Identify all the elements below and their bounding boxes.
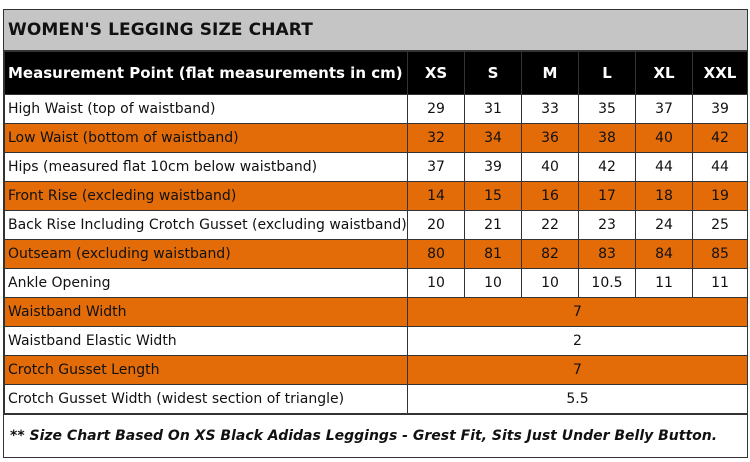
measurement-label: High Waist (top of waistband) (4, 94, 408, 124)
size-value: 40 (521, 152, 579, 182)
table-row: Crotch Gusset Length 7 (4, 355, 748, 385)
size-value: 85 (692, 239, 748, 269)
size-value: 31 (464, 94, 522, 124)
size-value: 18 (635, 181, 693, 211)
size-value: 37 (635, 94, 693, 124)
size-value: 39 (464, 152, 522, 182)
size-value: 32 (407, 123, 465, 153)
table-row: Back Rise Including Crotch Gusset (exclu… (4, 210, 748, 240)
measurement-point-header: Measurement Point (flat measurements in … (4, 51, 408, 95)
size-value: 35 (578, 94, 636, 124)
size-value: 44 (635, 152, 693, 182)
size-value: 84 (635, 239, 693, 269)
footer-note-text: ** Size Chart Based On XS Black Adidas L… (10, 428, 718, 444)
size-value: 39 (692, 94, 748, 124)
size-value: 19 (692, 181, 748, 211)
measurement-label: Waistband Width (4, 297, 408, 327)
measurement-label: Ankle Opening (4, 268, 408, 298)
size-value: 16 (521, 181, 579, 211)
measurement-label: Back Rise Including Crotch Gusset (exclu… (4, 210, 408, 240)
size-value: 21 (464, 210, 522, 240)
size-value: 24 (635, 210, 693, 240)
all-sizes-value: 5.5 (407, 384, 748, 414)
table-body: High Waist (top of waistband) 29 31 33 35 37 3… (4, 94, 748, 414)
size-value: 22 (521, 210, 579, 240)
size-value: 40 (635, 123, 693, 153)
size-header: XL (635, 51, 693, 95)
measurement-label: Front Rise (excleding waistband) (4, 181, 408, 211)
table-row: High Waist (top of waistband) 29 31 33 35 37 3… (4, 94, 748, 124)
size-header: L (578, 51, 636, 95)
size-value: 34 (464, 123, 522, 153)
size-value: 25 (692, 210, 748, 240)
header-row: Measurement Point (flat measurements in … (4, 51, 748, 95)
size-header: M (521, 51, 579, 95)
table-row: Crotch Gusset Width (widest section of t… (4, 384, 748, 414)
chart-title: WOMEN'S LEGGING SIZE CHART (8, 20, 313, 40)
footer-note: ** Size Chart Based On XS Black Adidas L… (4, 414, 747, 457)
size-table: Measurement Point (flat measurements in … (4, 51, 748, 414)
measurement-label: Crotch Gusset Length (4, 355, 408, 385)
table-row: Waistband Elastic Width 2 (4, 326, 748, 356)
measurement-label: Hips (measured flat 10cm below waistband… (4, 152, 408, 182)
table-row: Hips (measured flat 10cm below waistband… (4, 152, 748, 182)
size-value: 14 (407, 181, 465, 211)
size-value: 20 (407, 210, 465, 240)
size-value: 17 (578, 181, 636, 211)
size-header: XXL (692, 51, 748, 95)
title-bar: WOMEN'S LEGGING SIZE CHART (4, 10, 747, 51)
size-value: 15 (464, 181, 522, 211)
size-value: 10 (407, 268, 465, 298)
table-row: Front Rise (excleding waistband) 14 15 16 17… (4, 181, 748, 211)
measurement-label: Crotch Gusset Width (widest section of t… (4, 384, 408, 414)
size-value: 83 (578, 239, 636, 269)
measurement-label: Outseam (excluding waistband) (4, 239, 408, 269)
size-value: 82 (521, 239, 579, 269)
measurement-label: Low Waist (bottom of waistband) (4, 123, 408, 153)
size-value: 36 (521, 123, 579, 153)
size-header: S (464, 51, 522, 95)
size-value: 42 (578, 152, 636, 182)
measurement-label: Waistband Elastic Width (4, 326, 408, 356)
size-value: 10 (521, 268, 579, 298)
all-sizes-value: 7 (407, 297, 748, 327)
size-value: 42 (692, 123, 748, 153)
size-value: 44 (692, 152, 748, 182)
all-sizes-value: 7 (407, 355, 748, 385)
size-value: 10.5 (578, 268, 636, 298)
size-value: 23 (578, 210, 636, 240)
table-row: Low Waist (bottom of waistband) 32 34 36 38 4… (4, 123, 748, 153)
table-row: Outseam (excluding waistband) 80 81 82 83 84 8… (4, 239, 748, 269)
size-value: 33 (521, 94, 579, 124)
size-value: 38 (578, 123, 636, 153)
size-value: 11 (692, 268, 748, 298)
size-chart: WOMEN'S LEGGING SIZE CHART Measurement P… (3, 9, 748, 458)
size-value: 37 (407, 152, 465, 182)
table-row: Ankle Opening 10 10 10 10.5 11 11 (4, 268, 748, 298)
all-sizes-value: 2 (407, 326, 748, 356)
size-value: 29 (407, 94, 465, 124)
table-row: Waistband Width 7 (4, 297, 748, 327)
size-value: 11 (635, 268, 693, 298)
size-value: 10 (464, 268, 522, 298)
size-header: XS (407, 51, 465, 95)
size-value: 80 (407, 239, 465, 269)
size-value: 81 (464, 239, 522, 269)
